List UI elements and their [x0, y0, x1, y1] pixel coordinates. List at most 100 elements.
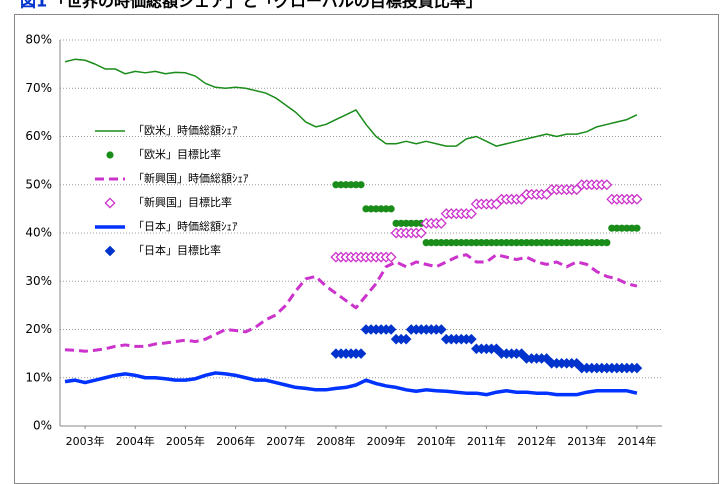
marker	[465, 208, 477, 220]
x-tick-label: 2005年	[166, 434, 205, 448]
marker	[104, 197, 116, 209]
marker	[593, 239, 601, 247]
marker	[583, 239, 591, 247]
figure-label: 図1	[20, 0, 47, 11]
marker	[543, 239, 551, 247]
marker	[618, 224, 626, 232]
y-tick-label: 80%	[25, 33, 52, 47]
x-tick-label: 2013年	[567, 434, 606, 448]
marker	[558, 239, 566, 247]
marker	[578, 239, 586, 247]
marker	[553, 239, 561, 247]
marker	[532, 239, 541, 247]
marker	[598, 239, 606, 247]
marker	[332, 181, 340, 189]
x-tick-label: 2011年	[467, 434, 506, 448]
marker	[432, 239, 440, 247]
marker	[337, 181, 345, 189]
marker	[603, 239, 611, 247]
marker	[631, 362, 643, 374]
marker	[601, 179, 613, 191]
marker	[497, 239, 506, 247]
marker	[442, 239, 450, 247]
marker	[427, 239, 435, 247]
marker	[522, 239, 531, 247]
y-tick-label: 40%	[25, 226, 52, 240]
x-tick-label: 2014年	[617, 434, 656, 448]
marker	[377, 205, 385, 213]
marker	[397, 219, 405, 227]
marker	[106, 151, 114, 159]
marker	[633, 224, 641, 232]
marker	[462, 239, 470, 247]
marker	[385, 251, 397, 263]
x-tick-label: 2009年	[367, 434, 406, 448]
marker	[357, 181, 365, 189]
marker	[372, 205, 380, 213]
marker	[466, 333, 477, 345]
marker	[482, 239, 491, 247]
marker	[623, 224, 631, 232]
marker	[412, 219, 420, 227]
legend-label: 「日本」目標比率	[133, 243, 221, 257]
marker	[342, 181, 350, 189]
series-line	[64, 371, 638, 397]
series-line	[64, 58, 638, 147]
marker	[457, 239, 465, 247]
legend-label: 「欧米」時価総額ｼｪｱ	[133, 123, 238, 137]
y-tick-label: 60%	[25, 129, 52, 143]
marker	[104, 245, 116, 257]
marker	[435, 217, 447, 229]
marker	[492, 239, 501, 247]
chart-frame	[14, 14, 719, 484]
marker	[362, 205, 370, 213]
plot	[64, 58, 643, 397]
x-tick-label: 2003年	[66, 434, 105, 448]
marker	[347, 181, 355, 189]
marker	[387, 205, 395, 213]
legend-label: 「欧米」目標比率	[133, 147, 221, 161]
y-tick-label: 10%	[25, 370, 52, 384]
y-tick-label: 20%	[25, 322, 52, 336]
marker	[400, 333, 412, 345]
marker	[613, 224, 621, 232]
x-tick-label: 2006年	[216, 434, 255, 448]
y-tick-label: 50%	[25, 177, 52, 191]
marker	[548, 239, 556, 247]
marker	[435, 324, 447, 335]
marker	[588, 239, 596, 247]
y-tick-label: 30%	[25, 274, 52, 288]
marker	[385, 324, 397, 335]
marker	[472, 239, 480, 247]
marker	[447, 239, 455, 247]
chart-title: 「世界の時価総額シェア」と「グローバルの目標投資比率」	[50, 0, 482, 11]
marker	[392, 219, 400, 227]
marker	[415, 227, 427, 239]
y-tick-label: 70%	[25, 81, 52, 95]
marker	[355, 348, 367, 359]
marker	[382, 205, 390, 213]
marker	[467, 239, 475, 247]
marker	[452, 239, 460, 247]
marker	[527, 239, 536, 247]
x-tick-label: 2004年	[116, 434, 155, 448]
x-tick-label: 2008年	[316, 434, 355, 448]
series-line	[64, 253, 638, 353]
x-tick-label: 2007年	[266, 434, 305, 448]
marker	[628, 224, 636, 232]
marker	[407, 219, 415, 227]
marker	[502, 239, 511, 247]
legend: 「欧米」時価総額ｼｪｱ 「欧米」目標比率「新興国」時価総額ｼｪｱ 「新興国」目標比率…	[95, 123, 249, 257]
marker	[402, 219, 410, 227]
grid: 0% 10% 20% 30% 40% 50% 60% 70% 80% 2003年 2004年 2005…	[25, 33, 662, 448]
marker	[512, 239, 521, 247]
marker	[563, 239, 571, 247]
legend-label: 「日本」時価総額ｼｪｱ	[133, 219, 238, 233]
x-tick-label: 2012年	[517, 434, 556, 448]
marker	[507, 239, 516, 247]
marker	[573, 239, 581, 247]
marker	[608, 224, 616, 232]
x-tick-label: 2010年	[417, 434, 456, 448]
